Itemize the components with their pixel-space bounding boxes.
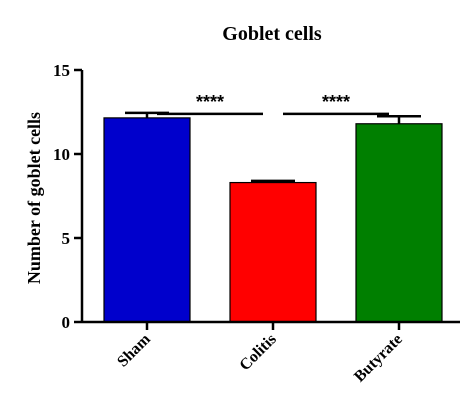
significance-label-1: **** bbox=[196, 92, 224, 112]
y-tick-label: 0 bbox=[62, 313, 71, 332]
bars-layer bbox=[103, 111, 443, 323]
significance-label-2: **** bbox=[322, 92, 350, 112]
y-tick-label: 5 bbox=[62, 229, 71, 248]
y-tick-label: 10 bbox=[53, 145, 70, 164]
x-tick-label-sham: Sham bbox=[114, 330, 154, 370]
chart-title: Goblet cells bbox=[222, 23, 322, 45]
bar-colitis bbox=[229, 181, 317, 323]
y-axis-label: Number of goblet cells bbox=[24, 112, 44, 284]
y-tick-label: 15 bbox=[53, 61, 70, 80]
significance-annotations: **** **** bbox=[157, 92, 389, 116]
bar-butyrate bbox=[355, 123, 443, 323]
x-tick-label-butyrate: Butyrate bbox=[351, 331, 406, 386]
x-tick-label-colitis: Colitis bbox=[236, 331, 279, 374]
bar-sham bbox=[103, 117, 191, 323]
